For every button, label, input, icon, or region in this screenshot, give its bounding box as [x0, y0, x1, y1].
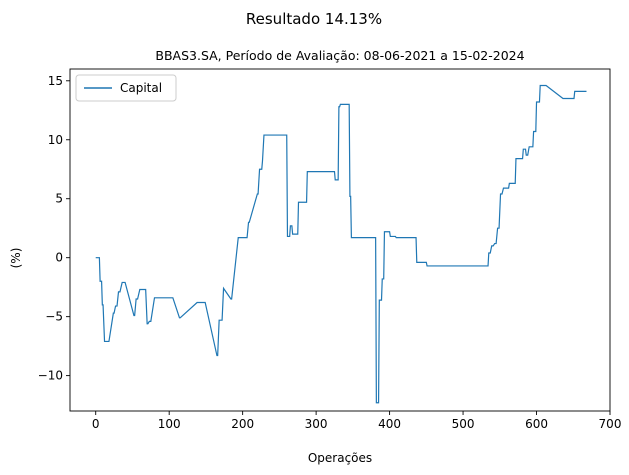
legend-box	[75, 74, 177, 102]
x-tick-label: 100	[158, 417, 181, 431]
y-tick-label: 5	[55, 192, 63, 206]
y-tick-label: −10	[38, 369, 63, 383]
x-tick-label: 500	[452, 417, 475, 431]
x-tick-label: 600	[525, 417, 548, 431]
y-tick-label: −5	[45, 310, 63, 324]
plot-area: 0 100 200 300 400 500 600 700 −10 −5 0 5 10 15 Capital	[38, 68, 622, 431]
y-tick-label: 10	[48, 133, 63, 147]
legend-label-capital: Capital	[120, 81, 162, 95]
x-tick-label: 700	[599, 417, 622, 431]
y-tick-label: 0	[55, 251, 63, 265]
series-line-capital	[95, 84, 587, 404]
chart-subtitle: BBAS3.SA, Período de Avaliação: 08-06-20…	[155, 48, 524, 63]
plot-frame	[69, 68, 611, 412]
chart-title: Resultado 14.13%	[246, 10, 382, 28]
x-tick-label: 400	[378, 417, 401, 431]
x-tick-label: 200	[231, 417, 254, 431]
x-tick-label: 300	[305, 417, 328, 431]
x-axis-label: Operações	[308, 451, 372, 465]
y-tick-label: 15	[48, 74, 63, 88]
y-axis-label: (%)	[9, 248, 23, 269]
x-tick-label: 0	[92, 417, 100, 431]
